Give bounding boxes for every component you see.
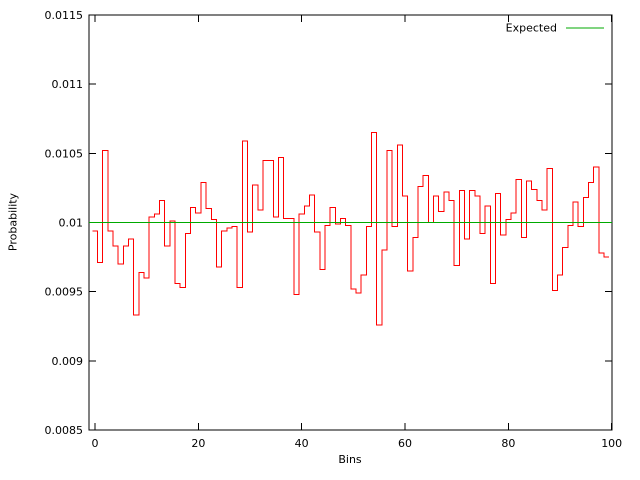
y-tick-label: 0.0085 xyxy=(45,424,84,437)
y-tick-label: 0.0115 xyxy=(45,9,84,22)
legend: Expected xyxy=(506,22,604,35)
x-tick-label: 40 xyxy=(295,437,309,450)
y-axis-title: Probability xyxy=(6,192,20,252)
y-tick-label: 0.0095 xyxy=(45,286,84,299)
x-tick-label: 80 xyxy=(501,437,515,450)
y-tick-label: 0.011 xyxy=(52,78,84,91)
expected-line-swatch xyxy=(566,27,604,29)
y-tick-label: 0.01 xyxy=(59,217,84,230)
legend-label-expected: Expected xyxy=(505,21,557,35)
probability-series-path xyxy=(92,132,610,326)
x-axis-title: Bins xyxy=(338,453,362,466)
y-tick-label: 0.009 xyxy=(52,355,84,368)
x-tick-label: 100 xyxy=(601,437,622,450)
x-tick-label: 20 xyxy=(191,437,205,450)
x-tick-label: 60 xyxy=(398,437,412,450)
x-tick-label: 0 xyxy=(91,437,98,450)
y-tick-label: 0.0105 xyxy=(45,147,84,160)
